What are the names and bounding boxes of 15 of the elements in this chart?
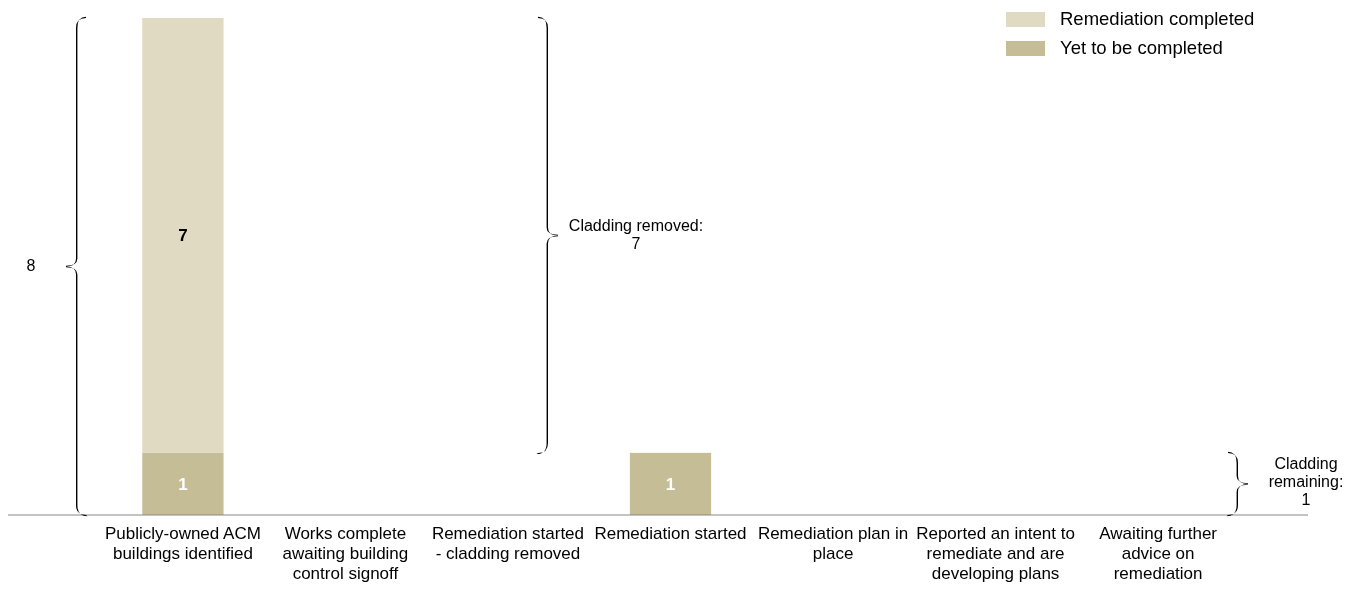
annotation: Cladding removed: 7 [568, 217, 704, 252]
legend-label: Remediation completed [1060, 8, 1255, 29]
legend-label: Yet to be completed [1060, 37, 1223, 58]
x-tick-label: Remediation plan in place [757, 524, 909, 563]
x-tick-label: Remediation started - cladding removed [431, 524, 585, 563]
data-label: 1 [665, 474, 676, 494]
data-label: 1 [178, 474, 188, 494]
annotation: 8 [26, 257, 36, 274]
x-tick-label: Awaiting further advice on remediation [1099, 524, 1218, 583]
x-tick-label: Remediation started [594, 524, 747, 543]
x-tick-label: Reported an intent to remediate and are developing plans [916, 524, 1075, 583]
x-tick-label: Works complete awaiting building control signoff [282, 524, 409, 583]
data-label: 7 [178, 226, 188, 246]
x-tick-label: Publicly-owned ACM buildings identified [104, 524, 261, 563]
annotation: Cladding remaining: 1 [1268, 455, 1344, 508]
